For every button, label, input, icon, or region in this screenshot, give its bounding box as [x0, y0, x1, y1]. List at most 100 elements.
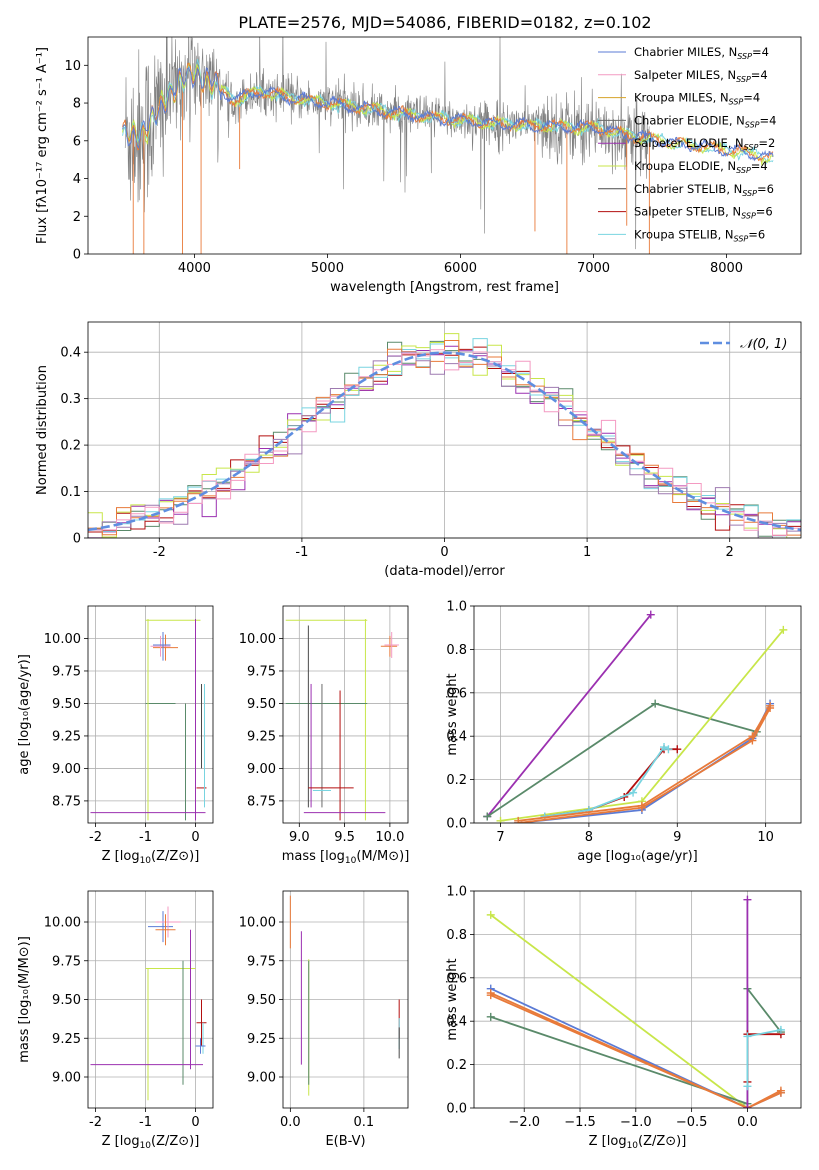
legend-entry-sub: SSP [729, 98, 744, 107]
x-tick-label: 0 [191, 830, 199, 845]
residual-histogram [88, 333, 801, 538]
legend-entry: 𝒩(0, 1) [740, 337, 787, 352]
series-marker [651, 699, 660, 708]
x-axis-label-sub: 10 [345, 856, 357, 866]
x-tick-label: 0.0 [737, 1115, 758, 1130]
legend-entry: Kroupa ELODIE, NSSP=4 [634, 159, 768, 175]
legend-entry-name: Salpeter STELIB, N [634, 205, 741, 219]
x-axis-label: Z [log10(Z/Z⊙)] [589, 1134, 687, 1151]
spectrum-panel: 4000 5000 6000 7000 8000 0 2 4 6 8 10 wavelength [A… [35, 36, 802, 295]
residual-histogram [88, 349, 801, 537]
axes-frame [473, 605, 802, 824]
error-bar [155, 906, 181, 938]
legend-entry-sub: SSP [734, 234, 749, 243]
y-tick-label: 9.50 [247, 993, 276, 1008]
x-tick-label: 8 [585, 830, 593, 845]
y-tick-label: 4 [73, 172, 81, 187]
x-tick-label: 6000 [444, 261, 477, 276]
series-marker [743, 1032, 752, 1041]
y-tick-label: 9.00 [247, 1071, 276, 1086]
y-tick-label: 10.00 [44, 916, 81, 931]
legend-entry-name: Kroupa ELODIE, N [634, 159, 736, 173]
error-bar [196, 999, 207, 1046]
series-marker [483, 812, 492, 821]
x-tick-label: 4000 [178, 261, 211, 276]
y-tick-label: 9.00 [52, 762, 81, 777]
x-tick-label: 7000 [577, 261, 610, 276]
figure-title: PLATE=2576, MJD=54086, FIBERID=0182, z=0… [238, 13, 651, 32]
plot-area [486, 895, 785, 1108]
legend-entry-name: Kroupa MILES, N [634, 91, 729, 105]
x-axis-label-main: mass [log [282, 849, 345, 864]
plot-area [122, 37, 774, 254]
y-tick-label: 0.3 [60, 392, 81, 407]
y-tick-label: 1.0 [446, 600, 467, 615]
series-marker [673, 745, 682, 754]
y-tick-label: 8.75 [52, 794, 81, 809]
spectrum-legend: Chabrier MILES, N SSP =4 Salpeter MILES, N S… [598, 45, 776, 243]
error-bar [384, 631, 399, 658]
x-axis-label-sub: 10 [140, 856, 152, 866]
legend-entry-tail: =4 [752, 45, 769, 59]
x-tick-label: 1 [583, 545, 591, 560]
y-tick-label: 0.8 [446, 643, 467, 658]
series-marker [779, 625, 788, 634]
y-tick-label: 0.2 [446, 1058, 467, 1073]
mass-weight-series [486, 702, 758, 818]
axes-frame [87, 36, 802, 255]
x-axis-label: mass [log10(M/M⊙)] [282, 849, 410, 866]
series-marker [664, 745, 673, 754]
x-axis-label-tail: (Z/Z⊙)] [151, 1134, 199, 1149]
legend-entry-name: Chabrier MILES, N [634, 45, 737, 59]
legend-entry-sub: SSP [744, 143, 759, 152]
x-tick-label: 0.1 [354, 1115, 375, 1130]
y-tick-label: 0.2 [60, 439, 81, 454]
x-axis-label-main: Z [log [589, 1134, 627, 1149]
mass-weight-series [518, 707, 771, 823]
legend-entry: Salpeter STELIB, NSSP=6 [634, 205, 773, 221]
y-axis-label: mass weight [445, 673, 460, 755]
y-tick-label: 9.25 [247, 1032, 276, 1047]
series-marker [776, 1025, 785, 1034]
legend-entry-name: Chabrier STELIB, N [634, 182, 742, 196]
x-tick-label: 0 [191, 1115, 199, 1130]
x-axis-label-main: Z [log [102, 1134, 140, 1149]
mass-weight-series [490, 992, 782, 1108]
error-bar [148, 911, 173, 943]
series-marker [637, 801, 646, 810]
mass-weight-series [490, 914, 748, 1108]
axes-frame [282, 890, 409, 1109]
y-tick-label: 9.50 [52, 993, 81, 1008]
legend-entry-name: Salpeter MILES, N [634, 68, 736, 82]
error-bar [195, 1038, 206, 1054]
x-axis-label: wavelength [Angstrom, rest frame] [330, 280, 559, 295]
legend-entry: Chabrier STELIB, NSSP=6 [634, 182, 774, 198]
y-tick-label: 0 [73, 248, 81, 263]
legend-entry-name: Chabrier ELODIE, N [634, 113, 745, 127]
error-bar [150, 635, 171, 657]
y-tick-label: 0.4 [446, 1015, 467, 1030]
observed-spectrum [124, 37, 650, 250]
legend-entry-sub: SSP [745, 120, 760, 129]
series-marker [486, 1012, 495, 1021]
mass-weight-series [486, 614, 652, 818]
error-bar [153, 631, 171, 661]
residual-histogram-panel: -2 -1 0 1 2 0 0.1 0.2 0.3 0.4 (data-model)/error No… [35, 321, 802, 579]
y-tick-label: 8 [73, 97, 81, 112]
series-marker [660, 743, 669, 752]
y-tick-label: 0.0 [446, 817, 467, 832]
plot-area [88, 333, 801, 538]
x-axis-label: age [log₁₀(age/yr)] [577, 849, 698, 864]
y-axis-label: Normed distribution [35, 365, 50, 495]
plot-area [289, 895, 400, 1096]
x-axis-label-tail: (Z/Z⊙)] [638, 1134, 686, 1149]
x-tick-label: -1 [295, 545, 308, 560]
y-tick-label: 9.75 [247, 954, 276, 969]
legend-entry-name: Kroupa STELIB, N [634, 227, 734, 241]
legend-entry: Kroupa STELIB, NSSP=6 [634, 227, 765, 243]
x-tick-label: 5000 [311, 261, 344, 276]
x-tick-label: 9.0 [289, 830, 310, 845]
series-marker [743, 895, 752, 904]
x-axis-label-main: Z [log [102, 849, 140, 864]
legend-entry: Salpeter ELODIE, NSSP=2 [634, 136, 775, 152]
